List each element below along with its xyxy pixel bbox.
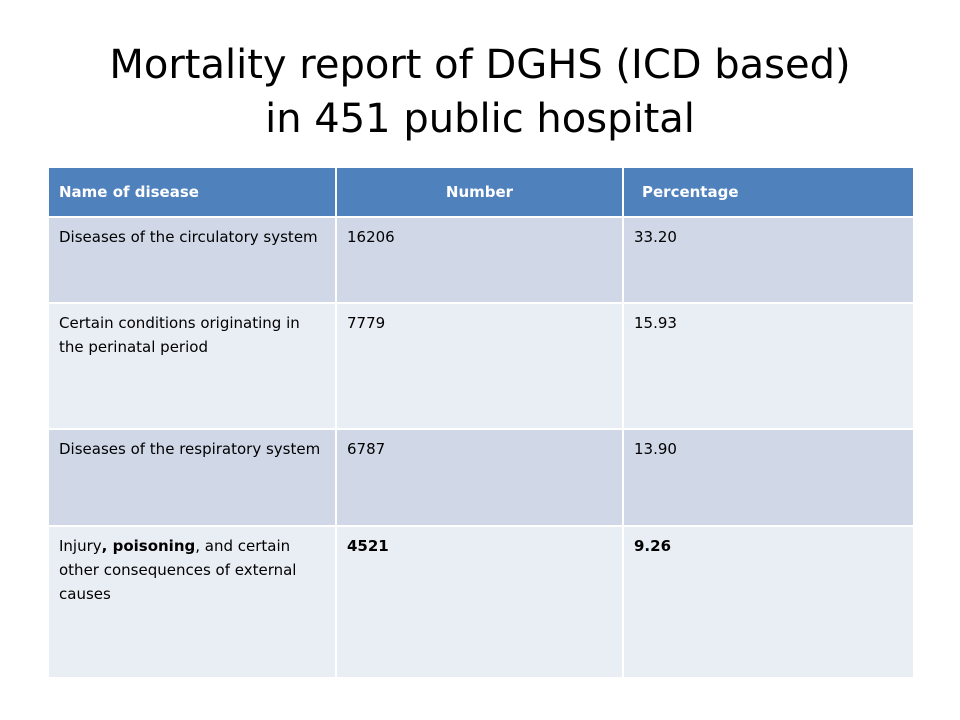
header-disease: Name of disease xyxy=(47,166,337,218)
table-row: Injury, poisoning, and certain other con… xyxy=(47,525,915,679)
table-header-row: Name of disease Number Percentage xyxy=(47,166,915,218)
percentage-cell: 15.93 xyxy=(622,302,915,430)
disease-cell: Diseases of the respiratory system xyxy=(47,428,337,527)
title-line-1: Mortality report of DGHS (ICD based) xyxy=(109,42,851,88)
disease-cell: Diseases of the circulatory system xyxy=(47,216,337,304)
table-row: Diseases of the respiratory system 6787 … xyxy=(47,428,915,527)
table-row: Diseases of the circulatory system 16206… xyxy=(47,216,915,304)
number-cell: 16206 xyxy=(335,216,624,304)
table-row: Certain conditions originating in the pe… xyxy=(47,302,915,430)
percentage-cell: 13.90 xyxy=(622,428,915,527)
slide-title: Mortality report of DGHS (ICD based) in … xyxy=(0,38,960,146)
disease-cell: Injury, poisoning, and certain other con… xyxy=(47,525,337,679)
disease-part: Injury xyxy=(59,537,102,555)
header-percentage: Percentage xyxy=(622,166,915,218)
mortality-table: Name of disease Number Percentage Diseas… xyxy=(47,166,915,679)
percentage-cell: 9.26 xyxy=(622,525,915,679)
percentage-cell: 33.20 xyxy=(622,216,915,304)
disease-part-bold: , poisoning xyxy=(101,537,196,555)
disease-cell: Certain conditions originating in the pe… xyxy=(47,302,337,430)
number-cell: 6787 xyxy=(335,428,624,527)
header-number: Number xyxy=(335,166,624,218)
title-line-2: in 451 public hospital xyxy=(265,96,695,142)
number-cell: 4521 xyxy=(335,525,624,679)
disease-part: , and certain other consequences of exte… xyxy=(59,537,297,603)
number-cell: 7779 xyxy=(335,302,624,430)
